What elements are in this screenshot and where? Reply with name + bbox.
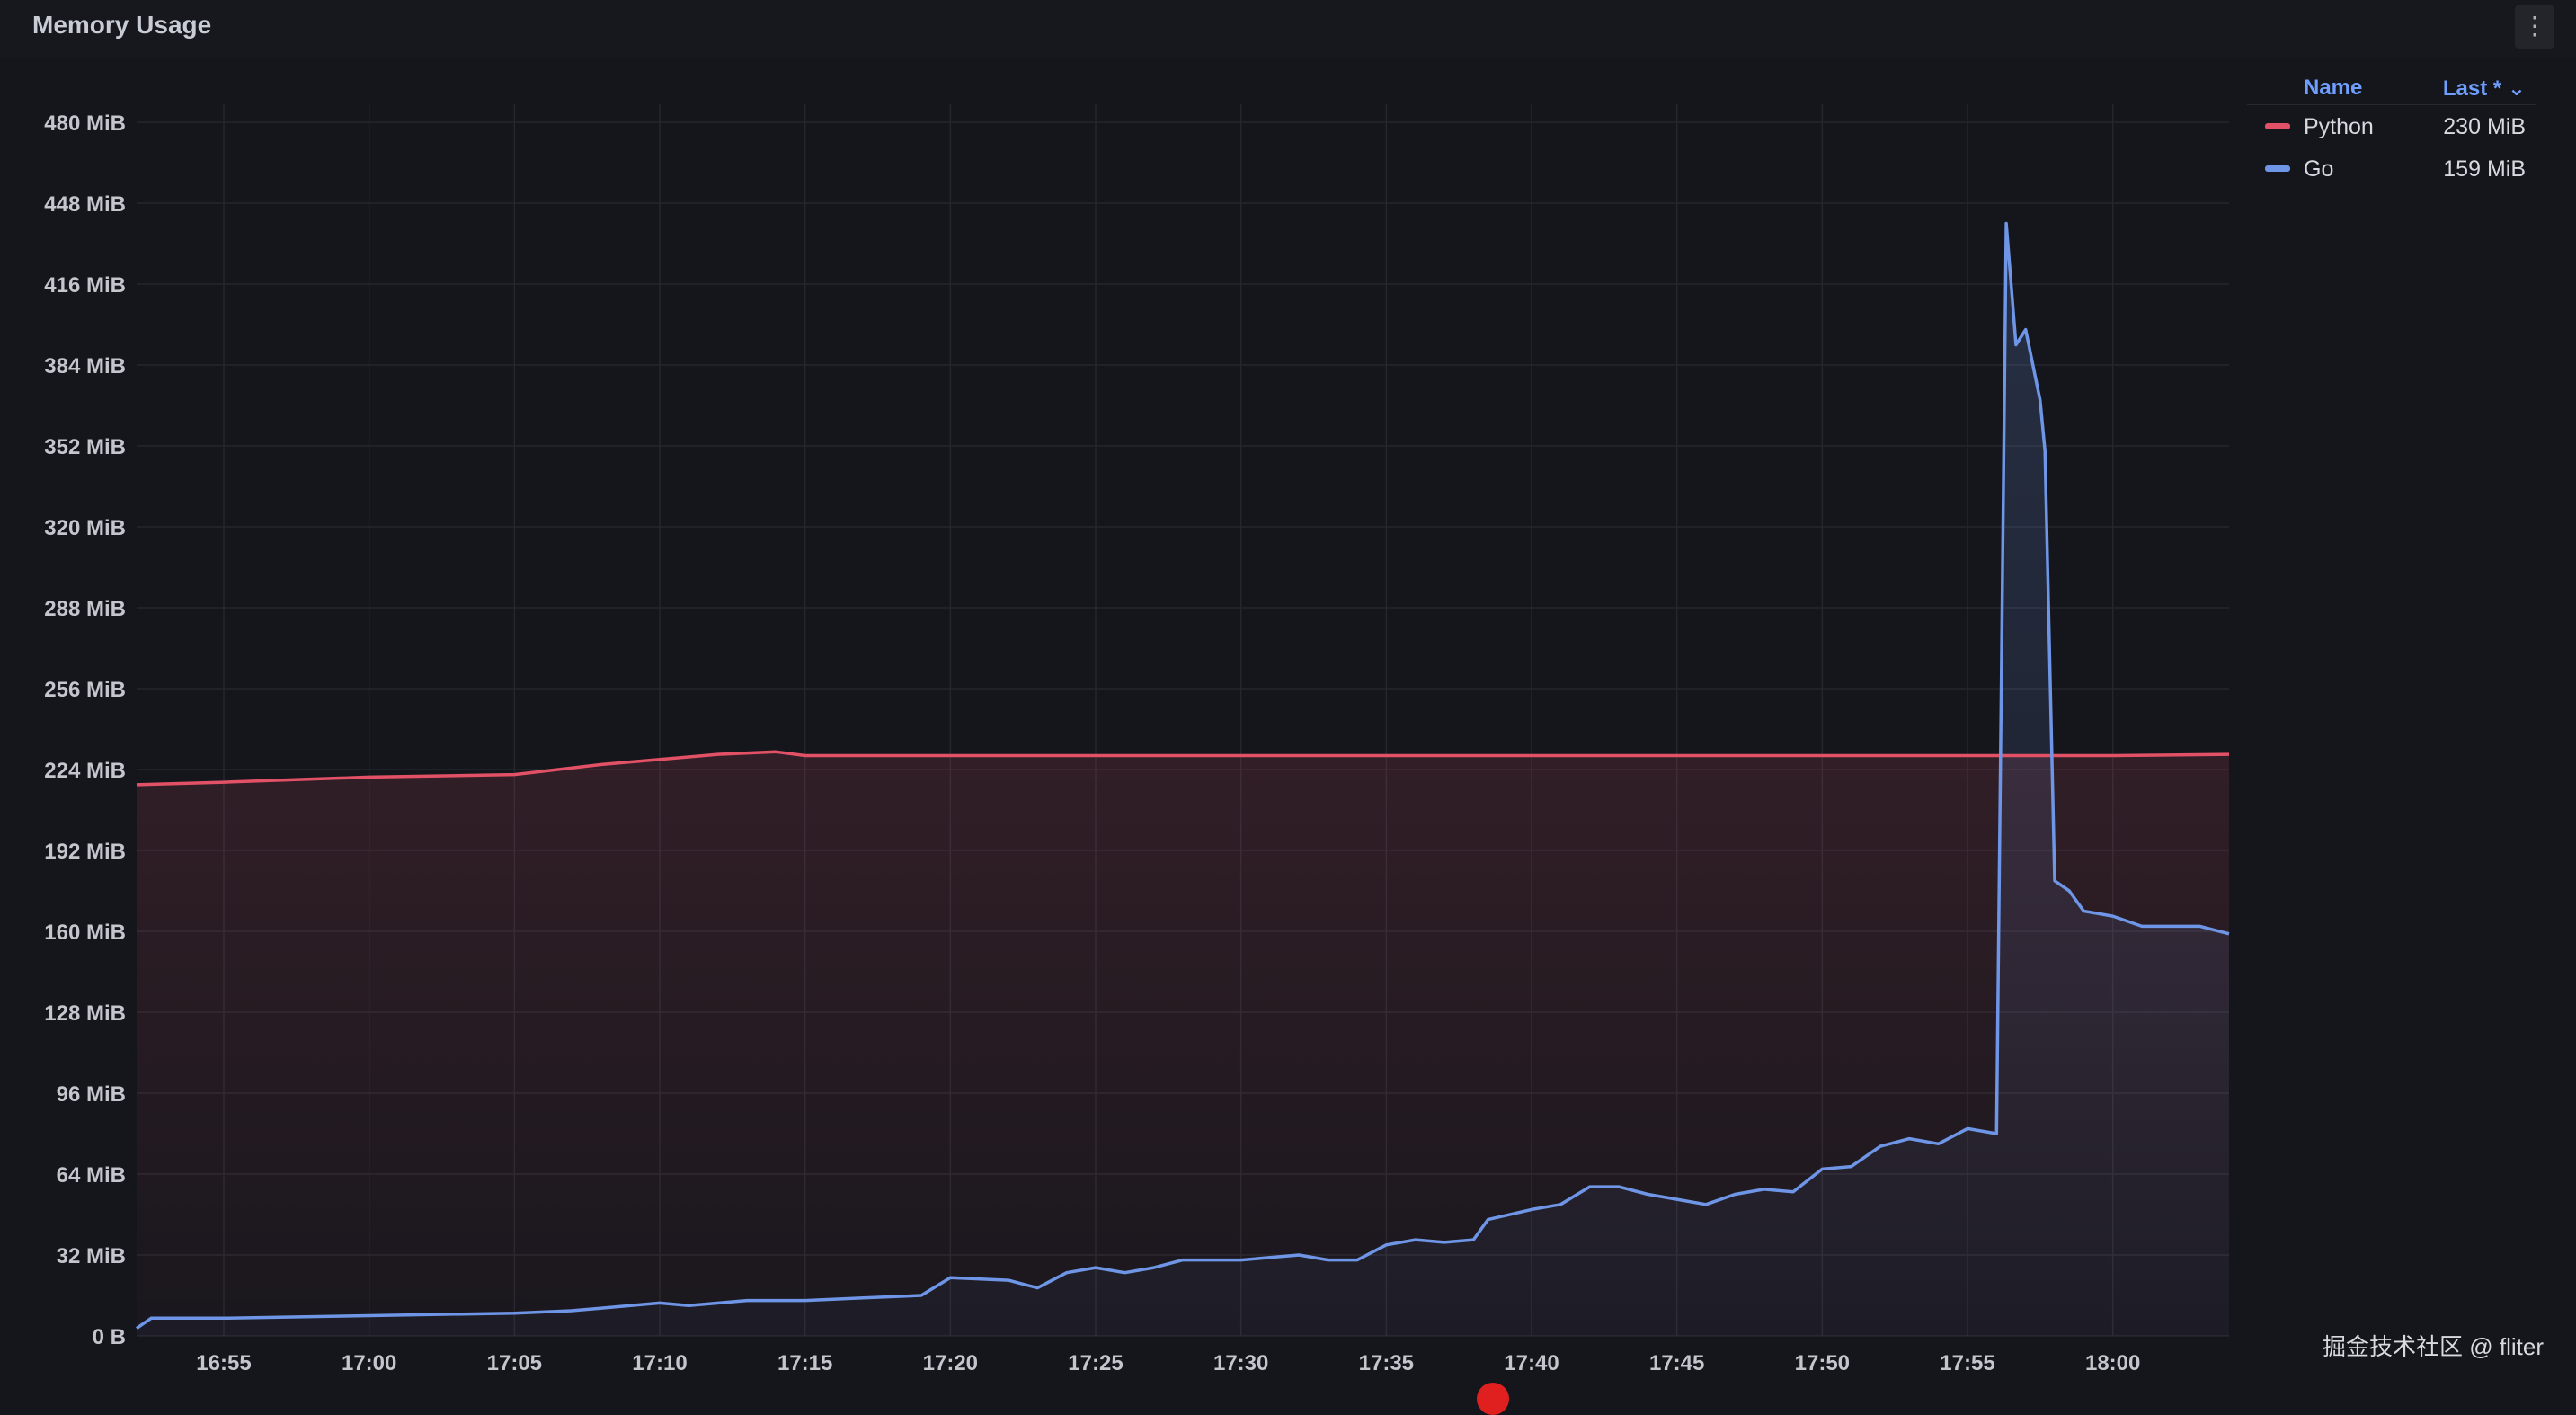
legend-swatch-go [2265,165,2290,172]
x-tick-label: 17:50 [1795,1351,1850,1375]
y-tick-label: 160 MiB [44,921,126,945]
legend-item-python[interactable]: Python 230 MiB [2247,104,2536,147]
y-tick-label: 0 B [93,1325,126,1349]
y-tick-label: 480 MiB [44,111,126,136]
x-tick-label: 17:25 [1068,1351,1123,1375]
x-tick-label: 17:10 [632,1351,687,1375]
y-tick-label: 288 MiB [44,597,126,621]
series-areas [137,223,2229,1336]
series-area-go [137,223,2229,1336]
legend-item-go[interactable]: Go 159 MiB [2247,147,2536,189]
series-line-go [135,221,2230,1330]
y-tick-label: 416 MiB [44,273,126,298]
x-tick-label: 17:35 [1359,1351,1414,1375]
watermark: 掘金技术社区 @ fliter [2323,1333,2544,1360]
x-tick-label: 18:00 [2085,1351,2140,1375]
panel-title: Memory Usage [32,11,212,39]
y-tick-label: 64 MiB [57,1163,126,1188]
legend-header-name[interactable]: Name [2304,76,2363,100]
panel-menu-icon[interactable]: ⋮ [2515,5,2554,49]
x-tick-label: 17:05 [487,1351,542,1375]
x-axis-ticks: 16:55 17:00 17:05 17:10 17:15 17:20 17:25 17:30… [196,1351,2140,1375]
x-tick-label: 17:20 [923,1351,978,1375]
x-tick-label: 17:45 [1649,1351,1704,1375]
series-line-python [136,750,2230,787]
y-tick-label: 320 MiB [44,516,126,540]
x-tick-label: 17:55 [1940,1351,1994,1375]
legend-header: Name Last * ⌄ [2247,72,2536,104]
legend-item-last-value: 159 MiB [2443,156,2526,182]
x-tick-label: 17:30 [1213,1351,1268,1375]
series-area-python [137,752,2229,1336]
y-tick-label: 256 MiB [44,678,126,702]
legend: Name Last * ⌄ Python 230 MiB Go 159 MiB [2247,72,2536,189]
legend-item-last-value: 230 MiB [2443,114,2526,139]
y-tick-label: 128 MiB [44,1001,126,1026]
y-tick-label: 352 MiB [44,435,126,459]
memory-usage-chart: 0 B 32 MiB 64 MiB 96 MiB 128 MiB 160 MiB 192 M… [44,104,2230,1375]
cursor-dot [1477,1383,1509,1415]
y-tick-label: 32 MiB [57,1244,126,1268]
legend-item-name: Go [2304,156,2334,182]
x-tick-label: 17:40 [1504,1351,1559,1375]
y-tick-label: 384 MiB [44,354,126,378]
y-tick-label: 192 MiB [44,840,126,864]
x-tick-label: 17:00 [342,1351,396,1375]
legend-item-name: Python [2304,114,2374,139]
y-tick-label: 96 MiB [57,1082,126,1107]
legend-swatch-python [2265,123,2290,129]
series-lines [135,221,2230,1330]
legend-header-last[interactable]: Last * ⌄ [2442,76,2526,101]
y-tick-label: 224 MiB [44,759,126,783]
y-axis-ticks: 0 B 32 MiB 64 MiB 96 MiB 128 MiB 160 MiB 192 M… [44,111,126,1349]
x-tick-label: 17:15 [777,1351,832,1375]
x-tick-label: 16:55 [196,1351,251,1375]
y-tick-label: 448 MiB [44,192,126,217]
panel-header: Memory Usage ⋮ [0,0,2576,58]
